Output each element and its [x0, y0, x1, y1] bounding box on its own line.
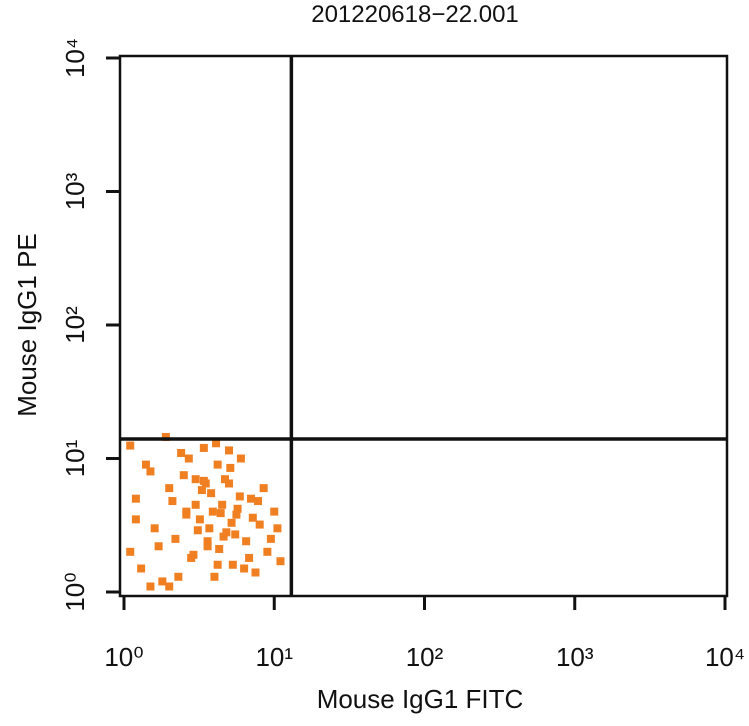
event-dot [251, 568, 260, 577]
event-dot [182, 510, 191, 519]
event-dot [161, 432, 170, 441]
event-dot [254, 497, 263, 506]
event-dot [259, 484, 268, 493]
event-dot [193, 526, 202, 535]
event-dot [228, 560, 237, 569]
event-dot [216, 509, 225, 518]
event-dot [207, 489, 216, 498]
event-dot [218, 500, 227, 509]
event-dot [227, 518, 236, 527]
event-dot [203, 542, 212, 551]
event-dot [126, 547, 135, 556]
y-tick-label: 10² [60, 306, 90, 344]
event-dot [245, 553, 254, 562]
event-dot [215, 544, 224, 553]
y-axis-label: Mouse IgG1 PE [12, 233, 42, 417]
event-dot [154, 542, 163, 551]
event-dot [220, 475, 229, 484]
event-dot [212, 439, 221, 448]
event-dot [199, 443, 208, 452]
event-dot [205, 524, 214, 533]
event-dot [235, 492, 244, 501]
event-dot [213, 460, 222, 469]
event-dot [146, 582, 155, 591]
event-dot [179, 471, 188, 480]
x-axis-label: Mouse IgG1 FITC [317, 684, 524, 714]
event-dot [233, 504, 242, 513]
event-dot [208, 507, 217, 516]
event-dot [141, 460, 150, 469]
event-dot [270, 507, 279, 516]
event-dot [126, 441, 135, 450]
event-dot [131, 494, 140, 503]
x-tick-label: 10² [406, 642, 444, 672]
event-dot [184, 454, 193, 463]
event-dot [276, 557, 285, 566]
event-dot [165, 582, 174, 591]
y-tick-label: 10⁰ [60, 572, 90, 611]
event-dot [232, 510, 241, 519]
event-dot [195, 515, 204, 524]
event-dot [177, 448, 186, 457]
event-dot [191, 500, 200, 509]
event-dot [137, 564, 146, 573]
event-dot [146, 467, 155, 476]
y-tick-label: 10¹ [60, 439, 90, 477]
event-dot [248, 513, 257, 522]
y-tick-label: 10³ [60, 172, 90, 210]
event-dot [174, 572, 183, 581]
event-dot [197, 486, 206, 495]
event-dot [226, 463, 235, 472]
event-dot [231, 530, 240, 539]
x-tick-label: 10³ [556, 642, 594, 672]
event-dot [236, 454, 245, 463]
event-dot [191, 475, 200, 484]
event-dot [150, 524, 159, 533]
x-tick-label: 10⁰ [104, 642, 143, 672]
event-dot [242, 537, 251, 546]
event-dot [203, 537, 212, 546]
event-dot [246, 494, 255, 503]
event-dot [210, 572, 219, 581]
event-dot [189, 550, 198, 559]
event-dot [225, 479, 234, 488]
event-dot [240, 564, 249, 573]
x-tick-label: 10⁴ [705, 642, 745, 672]
chart-title: 201220618−22.001 [311, 1, 519, 28]
event-dot [158, 577, 167, 586]
y-tick-label: 10⁴ [60, 38, 90, 78]
x-tick-label: 10¹ [255, 642, 293, 672]
event-dot [273, 524, 282, 533]
event-dot [171, 534, 180, 543]
event-dot [199, 476, 208, 485]
event-dot [219, 532, 228, 541]
event-dot [255, 520, 264, 529]
event-dot [168, 497, 177, 506]
event-dot [263, 547, 272, 556]
event-dot [213, 560, 222, 569]
event-dot [225, 446, 234, 455]
event-dot [165, 484, 174, 493]
event-dot [222, 528, 231, 537]
event-dot [131, 515, 140, 524]
event-dot [266, 534, 275, 543]
